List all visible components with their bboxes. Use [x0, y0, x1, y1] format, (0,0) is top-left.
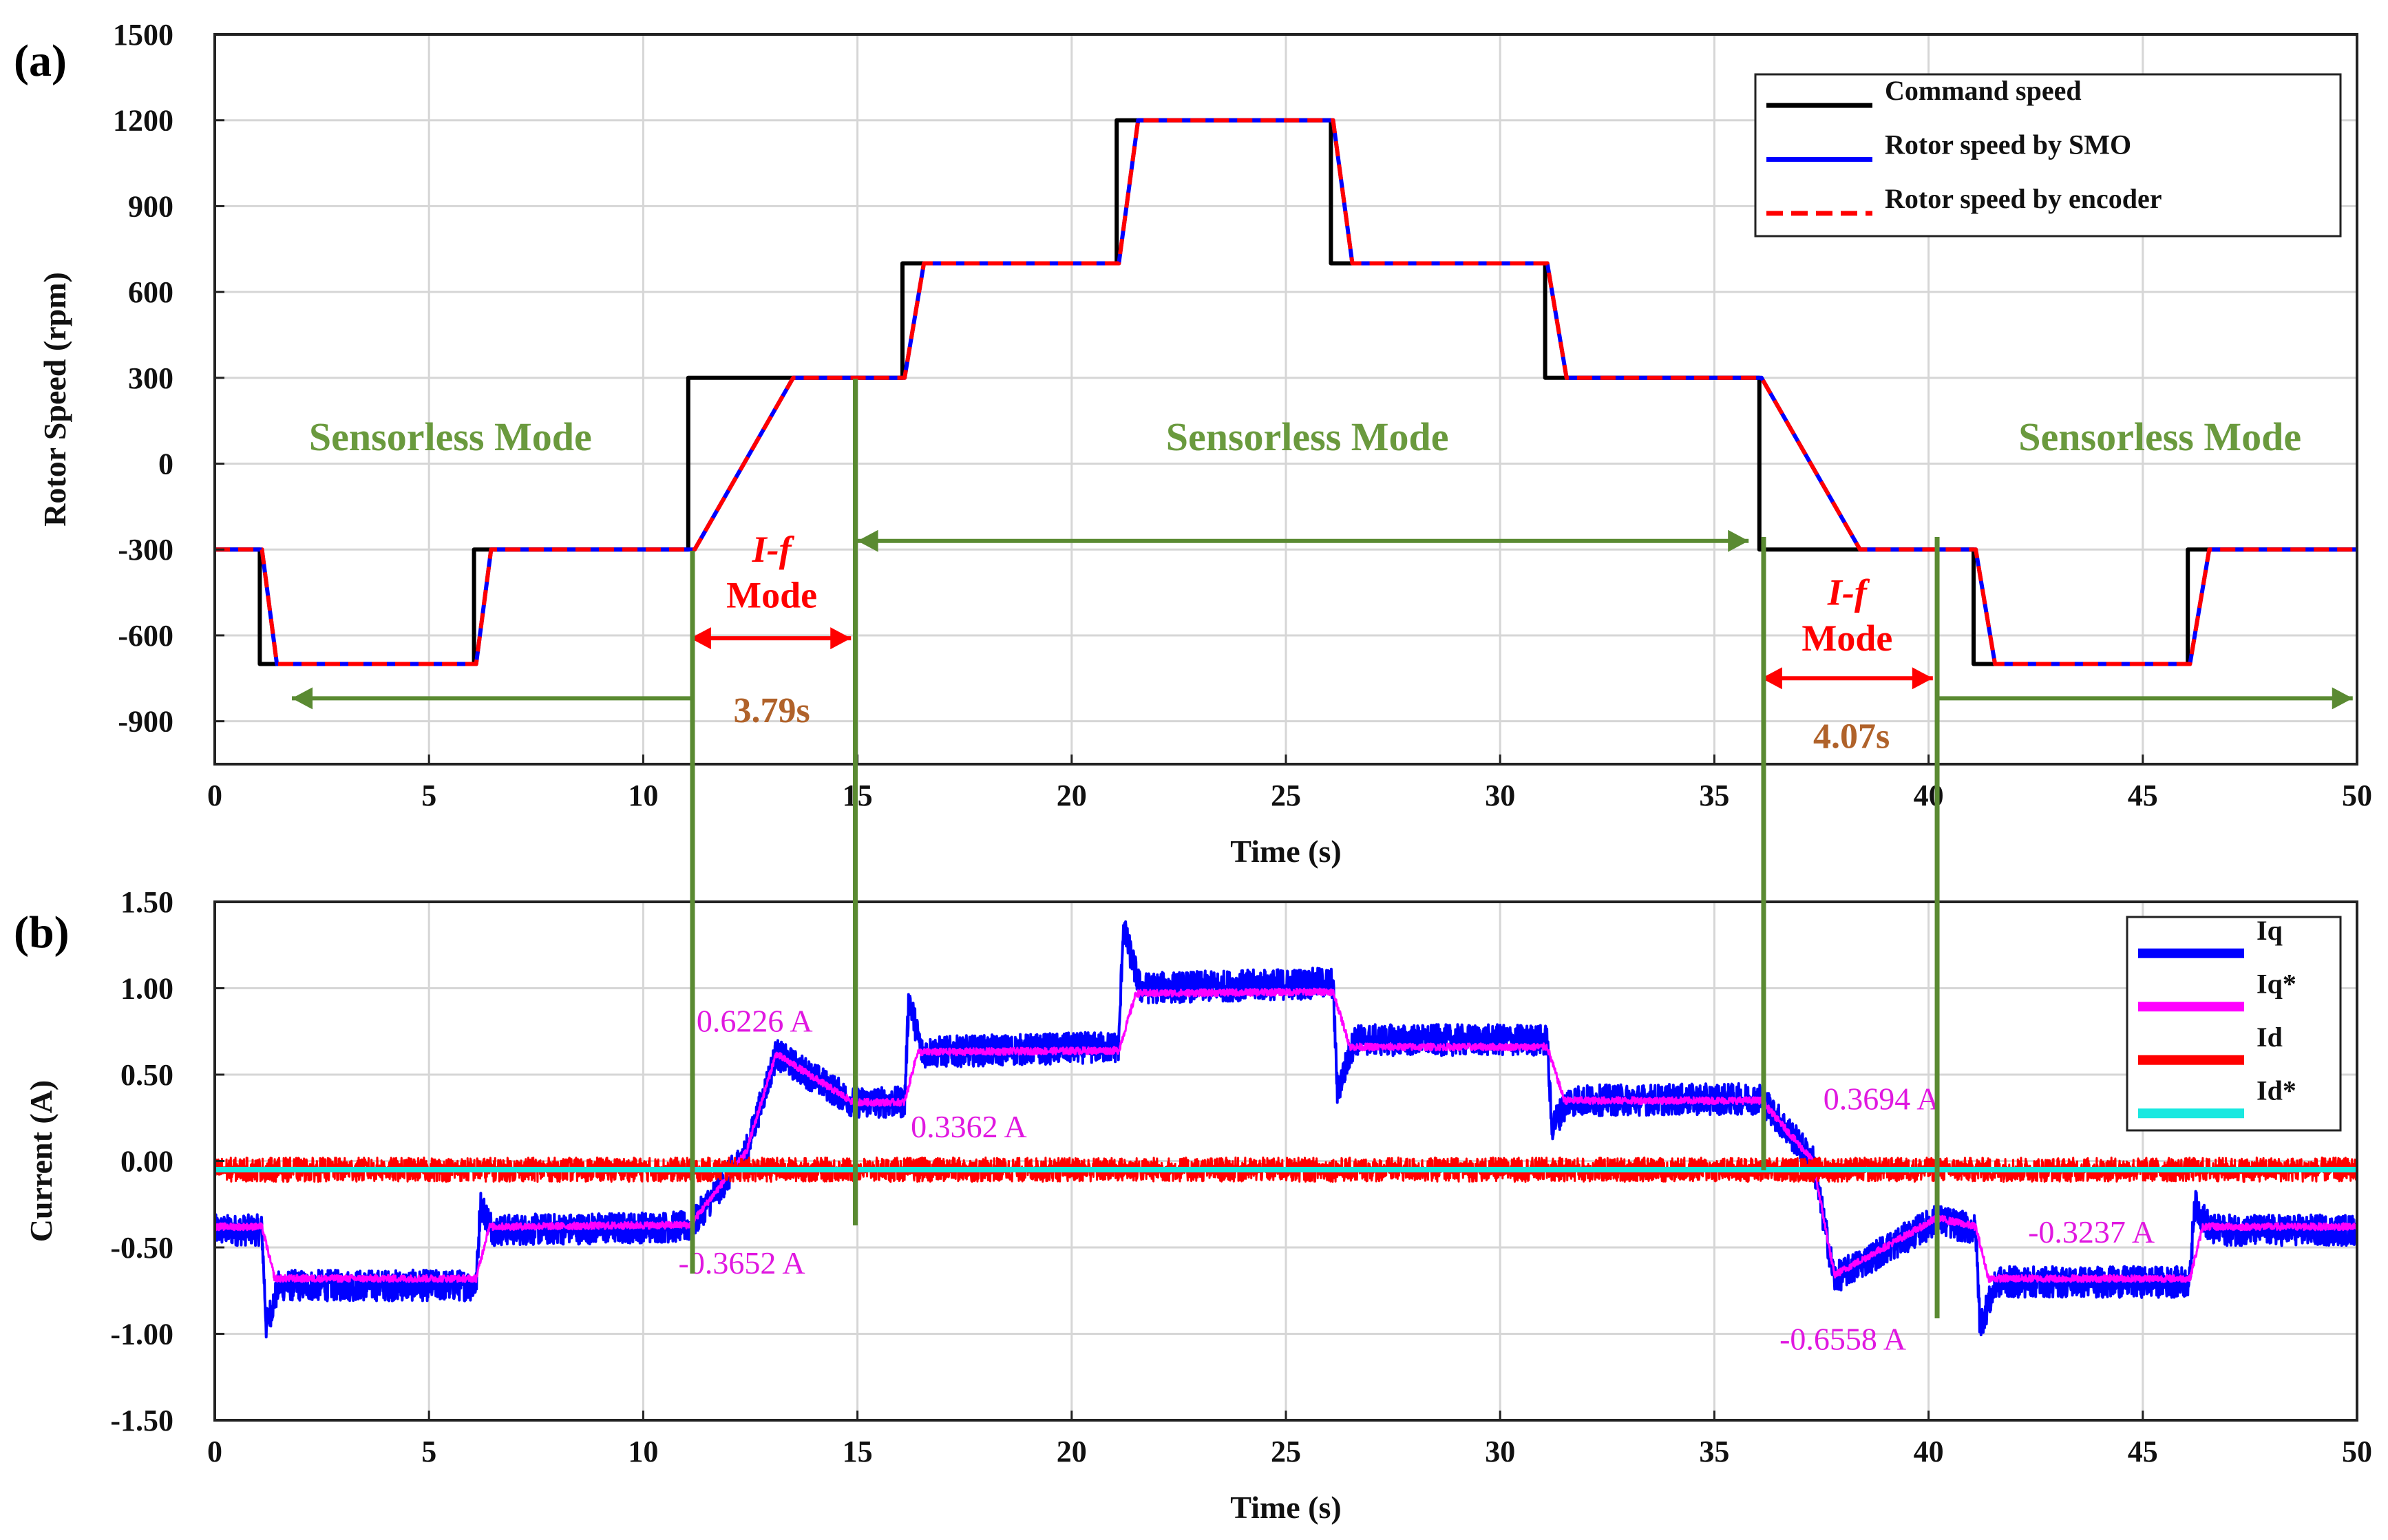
annotation-text: Sensorless Mode	[1166, 414, 1449, 459]
arrow-head	[690, 627, 711, 650]
x-tick-label: 30	[1485, 1435, 1515, 1468]
y-tick-label: 1500	[113, 18, 173, 52]
x-tick-label: 40	[1914, 1435, 1944, 1468]
y-tick-label: -1.00	[110, 1318, 173, 1351]
y-tick-label: 900	[128, 189, 173, 223]
y-tick-label: 0.50	[120, 1058, 173, 1092]
x-axis-label: Time (s)	[1230, 834, 1341, 869]
y-axis-label: Current (A)	[23, 1080, 59, 1242]
annotation-text: 0.6226 A	[697, 1004, 813, 1039]
arrow-head	[292, 687, 313, 710]
annotation-text: -0.6558 A	[1779, 1322, 1906, 1357]
x-tick-label: 0	[207, 1435, 222, 1468]
y-tick-label: -0.50	[110, 1231, 173, 1265]
series-line-iq	[213, 920, 2358, 1339]
x-tick-label: 25	[1271, 1435, 1301, 1468]
annotation-text: 0.3694 A	[1824, 1082, 1940, 1117]
mode-boundary-lines	[690, 379, 1940, 1318]
legend-label: Rotor speed by encoder	[1885, 183, 2162, 214]
x-tick-label: 5	[421, 779, 436, 812]
x-tick-label: 25	[1271, 779, 1301, 812]
y-tick-label: 1.50	[120, 885, 173, 919]
y-tick-label: 600	[128, 275, 173, 309]
y-tick-label: -600	[118, 619, 173, 653]
x-tick-label: 30	[1485, 779, 1515, 812]
panel-b-current-chart: 0 5 10 15 20 25 30 35 40 45 50 -1.50 -1.00 -0.50 0.00 0…	[14, 885, 2372, 1525]
legend-label: Id	[2257, 1022, 2283, 1053]
x-tick-label: 45	[2128, 779, 2158, 812]
x-tick-label: 20	[1057, 1435, 1087, 1468]
legend-label: Iq	[2257, 915, 2283, 946]
annotation-text: 0.3362 A	[911, 1109, 1027, 1144]
annotation-text: Mode	[726, 575, 817, 616]
panel-label: (b)	[14, 907, 70, 958]
series-line-id	[214, 1157, 2358, 1183]
annotation-text: -0.3652 A	[679, 1245, 805, 1280]
y-tick-label: 0.00	[120, 1145, 173, 1179]
legend-label: Iq*	[2257, 968, 2296, 999]
series-line-iq-	[213, 987, 2358, 1283]
x-tick-label: 45	[2128, 1435, 2158, 1468]
y-axis-label: Rotor Speed (rpm)	[37, 272, 72, 527]
y-tick-label: 0	[158, 447, 173, 481]
arrow-head	[830, 627, 852, 650]
x-axis-label: Time (s)	[1230, 1490, 1341, 1525]
y-tick-label: 300	[128, 361, 173, 395]
annotation-text: 3.79s	[733, 691, 810, 730]
legend-label: Id*	[2257, 1075, 2296, 1106]
arrow-head	[1761, 667, 1782, 690]
annotation-text: Sensorless Mode	[2018, 414, 2301, 459]
annotation-text: 4.07s	[1813, 717, 1890, 756]
annotation-text: I-f	[1827, 572, 1870, 613]
annotation-text: -0.3237 A	[2028, 1214, 2155, 1249]
y-tick-label: -900	[118, 705, 173, 739]
x-tick-label: 35	[1699, 1435, 1729, 1468]
y-tick-label: 1.00	[120, 972, 173, 1006]
panel-label: (a)	[14, 36, 67, 86]
arrow-head	[857, 529, 878, 552]
x-tick-label: 0	[207, 779, 222, 812]
x-tick-label: 15	[843, 1435, 873, 1468]
x-tick-label: 10	[628, 1435, 658, 1468]
legend-label: Command speed	[1885, 75, 2082, 106]
x-tick-label: 50	[2342, 1435, 2372, 1468]
arrow-head	[2332, 687, 2353, 710]
annotation-text: Sensorless Mode	[309, 414, 592, 459]
panel-a-rotor-speed-chart: 05101520253035404550-900-600-30003006009…	[14, 18, 2372, 869]
arrow-head	[1728, 529, 1749, 552]
x-tick-label: 10	[628, 779, 658, 812]
x-tick-label: 5	[421, 1435, 436, 1468]
legend-label: Rotor speed by SMO	[1885, 129, 2131, 160]
y-tick-label: -300	[118, 533, 173, 567]
x-tick-label: 35	[1699, 779, 1729, 812]
series-line-rotor-speed-by-smo	[215, 118, 2357, 666]
arrow-head	[1912, 667, 1933, 690]
x-tick-label: 50	[2342, 779, 2372, 812]
annotation-text: Mode	[1801, 618, 1892, 659]
legend-box	[1754, 73, 2342, 238]
x-tick-label: 20	[1057, 779, 1087, 812]
y-tick-label: -1.50	[110, 1404, 173, 1437]
y-tick-label: 1200	[113, 104, 173, 138]
annotation-text: I-f	[752, 529, 795, 570]
